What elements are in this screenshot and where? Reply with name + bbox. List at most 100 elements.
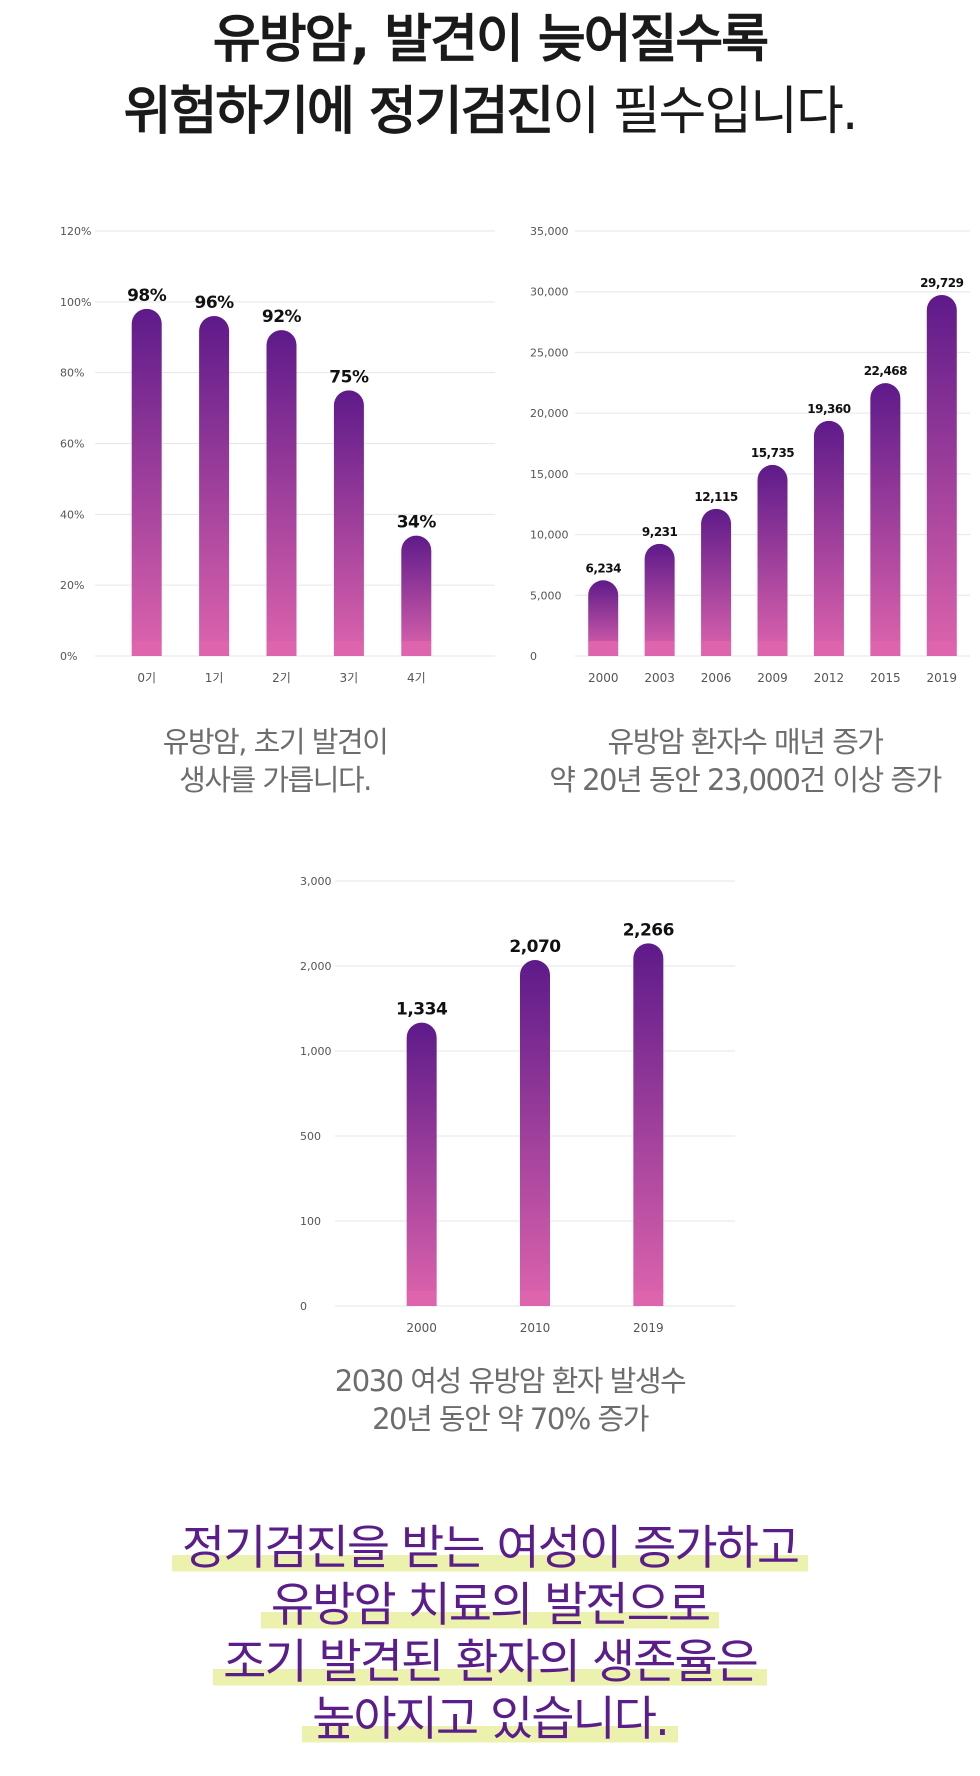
y-tick-label: 1,000 bbox=[300, 1045, 332, 1058]
x-tick-label: 2000 bbox=[588, 671, 619, 685]
x-tick-label: 2019 bbox=[927, 671, 958, 685]
y-tick-label: 100 bbox=[300, 1215, 321, 1228]
x-tick-label: 2009 bbox=[757, 671, 788, 685]
stage-survival-chart: 0% 20% 40% 60% 80% 100% 120% 98% 0기 96% 1기 92% 2기 75%… bbox=[60, 225, 495, 685]
conclusion-text: 유방암 치료의 발전으로 bbox=[260, 1578, 720, 1633]
bar bbox=[406, 1022, 437, 1306]
data-label: 22,468 bbox=[864, 364, 907, 378]
bar-base bbox=[644, 641, 675, 656]
x-tick-label: 2012 bbox=[814, 671, 845, 685]
conclusion: 정기검진을 받는 여성이 증가하고 유방암 치료의 발전으로 조기 발견된 환자… bbox=[0, 1520, 980, 1748]
y-tick-label: 0% bbox=[60, 650, 77, 663]
x-tick-label: 4기 bbox=[407, 671, 426, 685]
y-tick-label: 120% bbox=[60, 225, 91, 238]
y-tick-label: 500 bbox=[300, 1130, 321, 1143]
y-tick-label: 20% bbox=[60, 579, 84, 592]
conclusion-line: 정기검진을 받는 여성이 증가하고 bbox=[0, 1520, 980, 1577]
y-tick-label: 20,000 bbox=[530, 407, 569, 420]
y-tick-label: 30,000 bbox=[530, 286, 569, 299]
data-label: 98% bbox=[127, 286, 167, 306]
bar bbox=[588, 580, 619, 656]
bar-base bbox=[266, 641, 297, 656]
y-tick-label: 40% bbox=[60, 508, 84, 521]
bar-base bbox=[813, 641, 844, 656]
data-label: 19,360 bbox=[807, 402, 850, 416]
bar-base bbox=[333, 641, 364, 656]
y-tick-label: 3,000 bbox=[300, 875, 332, 888]
y-tick-label: 25,000 bbox=[530, 346, 569, 359]
data-label: 15,735 bbox=[751, 446, 794, 460]
bar-base bbox=[199, 641, 230, 656]
bar-base bbox=[406, 1291, 437, 1306]
y-tick-label: 80% bbox=[60, 367, 84, 380]
bar-base bbox=[757, 641, 788, 656]
bar bbox=[333, 390, 364, 656]
y-tick-label: 60% bbox=[60, 438, 84, 451]
y-tick-label: 15,000 bbox=[530, 468, 569, 481]
x-tick-label: 2019 bbox=[633, 1321, 664, 1335]
bar bbox=[199, 316, 230, 656]
bar bbox=[870, 383, 901, 656]
bar-base bbox=[520, 1291, 550, 1306]
data-label: 92% bbox=[262, 307, 302, 327]
data-label: 1,334 bbox=[396, 1000, 448, 1020]
y-tick-label: 0 bbox=[300, 1300, 307, 1313]
y-tick-label: 10,000 bbox=[530, 529, 569, 542]
caption-line: 유방암, 초기 발견이 bbox=[162, 725, 389, 759]
conclusion-text: 정기검진을 받는 여성이 증가하고 bbox=[171, 1521, 809, 1576]
bar-base bbox=[870, 641, 901, 656]
bar bbox=[701, 508, 732, 656]
x-tick-label: 0기 bbox=[137, 671, 156, 685]
bar-base bbox=[131, 641, 162, 656]
headline-line-2: 위험하기에 정기검진이 필수입니다. bbox=[0, 76, 980, 148]
bar bbox=[926, 295, 957, 656]
bar-base bbox=[926, 641, 957, 656]
bar-base bbox=[401, 641, 432, 656]
data-label: 12,115 bbox=[694, 490, 737, 504]
y-tick-label: 5,000 bbox=[530, 589, 562, 602]
patients-trend-chart: 0 5,000 10,000 15,000 20,000 25,000 30,000 35,0… bbox=[530, 225, 970, 685]
incidence-2030-caption: 2030 여성 유방암 환자 발생수 20년 동안 약 70% 증가 bbox=[290, 1362, 730, 1438]
caption-line: 생사를 가릅니다. bbox=[179, 763, 372, 797]
bar bbox=[131, 308, 162, 656]
conclusion-line: 유방암 치료의 발전으로 bbox=[0, 1577, 980, 1634]
x-tick-label: 2015 bbox=[870, 671, 901, 685]
bar bbox=[520, 960, 550, 1306]
caption-line: 20년 동안 약 70% 증가 bbox=[372, 1402, 649, 1436]
x-tick-label: 3기 bbox=[340, 671, 359, 685]
bar-base bbox=[588, 641, 619, 656]
conclusion-text: 조기 발견된 환자의 생존율은 bbox=[213, 1635, 767, 1690]
y-tick-label: 0 bbox=[530, 650, 537, 663]
headline-line-1: 유방암, 발견이 늦어질수록 bbox=[212, 10, 769, 70]
y-tick-label: 2,000 bbox=[300, 960, 332, 973]
x-tick-label: 2006 bbox=[701, 671, 732, 685]
bar bbox=[266, 330, 297, 656]
headline: 유방암, 발견이 늦어질수록 위험하기에 정기검진이 필수입니다. bbox=[0, 4, 980, 148]
data-label: 75% bbox=[329, 367, 369, 387]
x-tick-label: 2003 bbox=[644, 671, 675, 685]
bar bbox=[401, 535, 432, 656]
caption-line: 2030 여성 유방암 환자 발생수 bbox=[334, 1364, 687, 1398]
caption-line: 유방암 환자수 매년 증가 bbox=[607, 725, 884, 759]
bar bbox=[644, 543, 675, 656]
data-label: 2,266 bbox=[623, 920, 674, 940]
conclusion-text: 높아지고 있습니다. bbox=[302, 1692, 678, 1747]
conclusion-line: 조기 발견된 환자의 생존율은 bbox=[0, 1634, 980, 1691]
bar bbox=[633, 943, 664, 1306]
data-label: 9,231 bbox=[642, 525, 678, 539]
caption-line: 약 20년 동안 23,000건 이상 증가 bbox=[549, 763, 942, 797]
conclusion-line: 높아지고 있습니다. bbox=[0, 1691, 980, 1748]
x-tick-label: 1기 bbox=[205, 671, 224, 685]
headline-line-2-regular: 이 필수입니다. bbox=[552, 82, 858, 142]
x-tick-label: 2000 bbox=[406, 1321, 437, 1335]
bar-base bbox=[701, 641, 732, 656]
patients-trend-caption: 유방암 환자수 매년 증가 약 20년 동안 23,000건 이상 증가 bbox=[535, 723, 955, 799]
data-label: 2,070 bbox=[509, 937, 561, 957]
incidence-2030-chart: 0 100 500 1,000 2,000 3,000 1,334 2000 2,070 2010… bbox=[300, 875, 735, 1335]
bar bbox=[757, 464, 788, 656]
data-label: 6,234 bbox=[585, 561, 621, 575]
data-label: 34% bbox=[397, 513, 437, 533]
x-tick-label: 2010 bbox=[520, 1321, 551, 1335]
y-tick-label: 35,000 bbox=[530, 225, 569, 238]
y-tick-label: 100% bbox=[60, 296, 91, 309]
